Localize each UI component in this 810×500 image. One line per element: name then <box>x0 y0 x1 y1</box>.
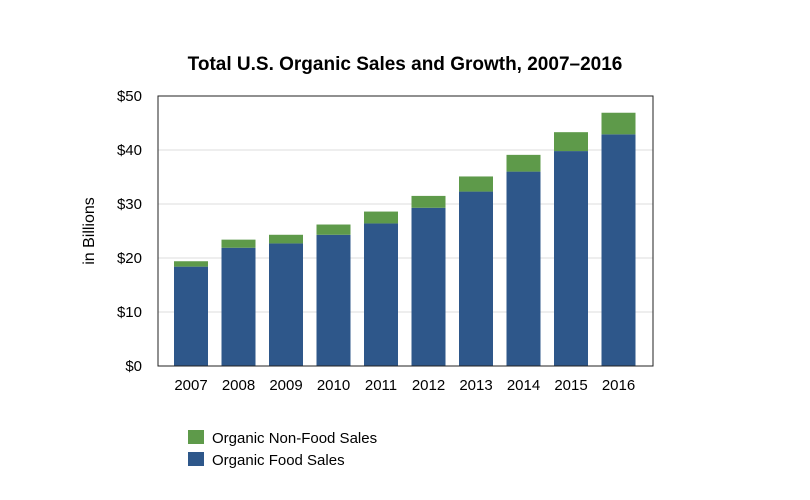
bar-non-food-2009 <box>269 234 303 244</box>
x-tick-label: 2014 <box>507 377 540 394</box>
bar-non-food-2014 <box>506 154 541 172</box>
bar-non-food-2007 <box>174 261 208 267</box>
bar-food-2007 <box>174 266 208 366</box>
bar-food-2014 <box>506 171 541 366</box>
bar-non-food-2011 <box>364 211 398 224</box>
bar-food-2011 <box>364 223 398 366</box>
bar-non-food-2015 <box>554 132 588 152</box>
legend-swatch-non-food <box>188 430 204 444</box>
bar-non-food-2010 <box>316 224 351 235</box>
legend-swatch-food <box>188 452 204 466</box>
x-tick-labels: 2007 2008 2009 2010 2011 2012 2013 2014 2015 2016 <box>174 377 635 394</box>
y-tick-label: $50 <box>117 88 142 105</box>
legend-label-non-food: Organic Non-Food Sales <box>212 430 377 447</box>
bar-non-food-2013 <box>459 176 493 192</box>
chart-title: Total U.S. Organic Sales and Growth, 200… <box>188 54 623 75</box>
x-tick-label: 2015 <box>554 377 587 394</box>
y-tick-labels: $0 $10 $20 $30 $40 $50 <box>117 88 142 375</box>
bars <box>174 112 636 366</box>
y-axis-label: in Billions <box>81 197 98 265</box>
legend: Organic Non-Food Sales Organic Food Sale… <box>188 430 377 469</box>
x-tick-label: 2008 <box>222 377 255 394</box>
y-tick-label: $40 <box>117 142 142 159</box>
bar-food-2010 <box>316 234 351 366</box>
x-tick-label: 2010 <box>317 377 350 394</box>
bar-food-2012 <box>411 207 446 366</box>
x-tick-label: 2007 <box>174 377 207 394</box>
x-tick-label: 2013 <box>459 377 492 394</box>
x-tick-label: 2016 <box>602 377 635 394</box>
bar-food-2008 <box>221 247 256 366</box>
bar-food-2015 <box>554 151 588 366</box>
bar-non-food-2008 <box>221 239 256 248</box>
y-tick-label: $20 <box>117 250 142 267</box>
x-tick-label: 2009 <box>269 377 302 394</box>
y-tick-label: $0 <box>125 358 142 375</box>
plot-frame <box>157 95 654 367</box>
bar-non-food-2016 <box>601 112 636 135</box>
x-tick-label: 2011 <box>365 377 397 394</box>
legend-label-food: Organic Food Sales <box>212 452 345 469</box>
bar-food-2016 <box>601 134 636 366</box>
bar-non-food-2012 <box>411 195 446 208</box>
y-tick-label: $10 <box>117 304 142 321</box>
y-tick-label: $30 <box>117 196 142 213</box>
bar-food-2009 <box>269 243 303 366</box>
bar-food-2013 <box>459 191 493 366</box>
x-tick-label: 2012 <box>412 377 445 394</box>
